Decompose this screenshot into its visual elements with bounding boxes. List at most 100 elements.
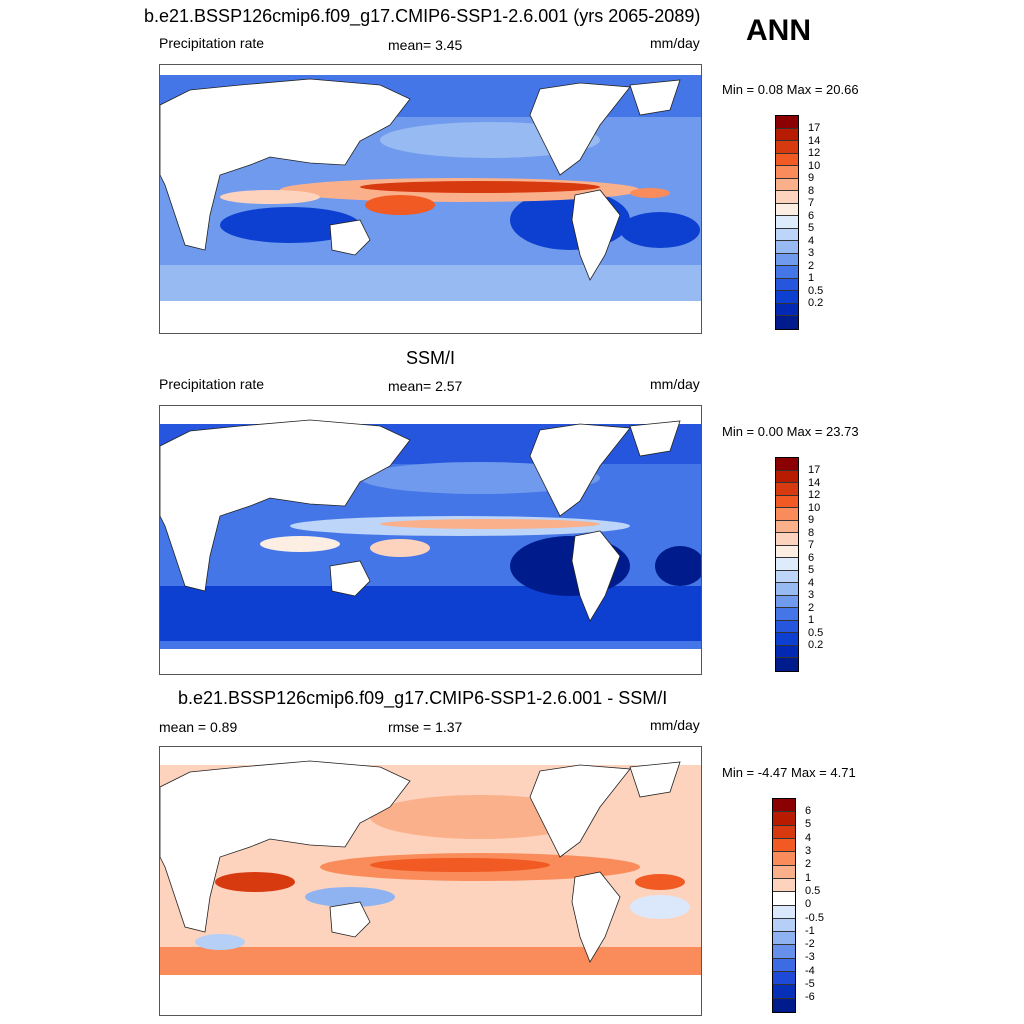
colorbar-tick-label: 3 xyxy=(808,247,815,260)
colorbar-tick-label: -6 xyxy=(805,991,815,1004)
colorbar-tick-label: 10 xyxy=(808,159,821,172)
panel1-variable-label: Precipitation rate xyxy=(159,35,265,51)
colorbar-swatch xyxy=(776,228,798,242)
colorbar-tick-label: -5 xyxy=(805,978,815,991)
colorbar-swatch xyxy=(773,972,795,986)
colorbar-swatch xyxy=(776,608,798,621)
panel3-units-label: mm/day xyxy=(650,717,700,733)
panel2-title: SSM/I xyxy=(406,348,456,368)
panel2-minmax-label: Min = 0.00 Max = 23.73 xyxy=(722,424,859,439)
colorbar-swatch xyxy=(773,892,795,906)
panel1-map-svg xyxy=(160,65,701,333)
colorbar-swatch xyxy=(776,291,798,304)
colorbar-tick-label: 0.5 xyxy=(805,884,821,897)
colorbar-tick-label: 8 xyxy=(808,184,815,197)
colorbar-swatch xyxy=(776,570,798,584)
colorbar-swatch xyxy=(773,932,795,946)
colorbar-swatch xyxy=(776,166,798,179)
colorbar-swatch xyxy=(773,918,795,933)
colorbar-tick-label: 6 xyxy=(808,551,815,564)
colorbar-tick-label: 8 xyxy=(808,526,815,539)
colorbar-swatch xyxy=(773,812,795,826)
colorbar-tick-label: 0.2 xyxy=(808,639,824,652)
colorbar-swatch xyxy=(773,852,795,866)
panel3-title: b.e21.BSSP126cmip6.f09_g17.CMIP6-SSP1-2.… xyxy=(178,688,668,708)
colorbar-swatch xyxy=(776,141,798,154)
colorbar-swatch xyxy=(776,558,798,571)
colorbar-tick-label: 0.2 xyxy=(808,297,824,310)
colorbar-tick-label: 5 xyxy=(808,222,815,235)
panel1-mean-label: mean= 3.45 xyxy=(388,37,463,53)
colorbar-tick-label: 12 xyxy=(808,147,821,160)
panel1-minmax-label: Min = 0.08 Max = 20.66 xyxy=(722,82,859,97)
colorbar-swatch xyxy=(776,470,798,484)
panel3-mean-label: mean = 0.89 xyxy=(159,719,238,735)
colorbar-tick-label: 5 xyxy=(805,818,812,831)
panel1-units-label: mm/day xyxy=(650,35,700,51)
colorbar-swatch xyxy=(776,583,798,596)
panel3-map xyxy=(159,746,702,1016)
colorbar-tick-label: 4 xyxy=(808,234,815,247)
colorbar-tick-label: 1 xyxy=(808,272,815,285)
colorbar-tick-label: -0.5 xyxy=(805,911,824,924)
panel3-rmse-label: rmse = 1.37 xyxy=(388,719,463,735)
colorbar-tick-label: 6 xyxy=(805,805,812,817)
eurasia-africa xyxy=(160,78,411,251)
colorbar-swatch xyxy=(776,545,798,559)
colorbar-tick-label: 9 xyxy=(808,172,815,185)
colorbar-swatch xyxy=(776,458,798,471)
colorbar-swatch xyxy=(776,495,798,509)
panel2-mean-label: mean= 2.57 xyxy=(388,378,463,394)
colorbar-swatch xyxy=(776,241,798,254)
colorbar-swatch xyxy=(776,178,798,192)
colorbar-tick-label: 7 xyxy=(808,539,815,552)
colorbar-swatch xyxy=(773,799,795,813)
colorbar-swatch xyxy=(776,216,798,229)
panel2-colorbar xyxy=(775,457,799,672)
colorbar-swatch xyxy=(773,998,795,1012)
colorbar-swatch xyxy=(776,266,798,279)
colorbar-swatch xyxy=(776,203,798,217)
panel2-map xyxy=(159,405,702,675)
colorbar-swatch xyxy=(773,945,795,959)
colorbar-tick-label: 3 xyxy=(805,844,812,857)
colorbar-swatch xyxy=(773,825,795,839)
colorbar-tick-label: -2 xyxy=(805,938,815,951)
colorbar-swatch xyxy=(776,658,798,671)
australia xyxy=(329,219,371,256)
colorbar-tick-label: 5 xyxy=(808,564,815,577)
panel2-variable-label: Precipitation rate xyxy=(159,376,265,392)
colorbar-swatch xyxy=(776,303,798,317)
colorbar-swatch xyxy=(776,153,798,167)
panel3-colorbar xyxy=(772,798,796,1013)
panel1-colorbar xyxy=(775,115,799,330)
colorbar-tick-label: 9 xyxy=(808,514,815,527)
panel2-map-svg xyxy=(160,406,701,674)
colorbar-tick-label: 17 xyxy=(808,464,821,476)
greenland xyxy=(629,79,681,116)
panel3-map-svg xyxy=(160,747,701,1015)
colorbar-tick-label: 0.5 xyxy=(808,626,824,639)
colorbar-swatch xyxy=(773,838,795,853)
colorbar-swatch xyxy=(776,483,798,496)
colorbar-tick-label: 6 xyxy=(808,209,815,222)
colorbar-swatch xyxy=(776,278,798,292)
colorbar-swatch xyxy=(776,620,798,634)
colorbar-tick-label: -4 xyxy=(805,964,815,977)
colorbar-tick-label: 1 xyxy=(805,871,812,884)
north-america xyxy=(529,82,631,176)
colorbar-tick-label: 17 xyxy=(808,122,821,134)
south-america xyxy=(571,189,621,281)
colorbar-tick-label: -1 xyxy=(805,924,815,937)
season-label: ANN xyxy=(746,14,811,47)
colorbar-tick-label: 14 xyxy=(808,476,821,489)
colorbar-swatch xyxy=(776,316,798,329)
colorbar-tick-label: 1 xyxy=(808,614,815,627)
colorbar-tick-label: 0 xyxy=(805,898,812,911)
colorbar-tick-label: 2 xyxy=(808,259,815,272)
colorbar-swatch xyxy=(776,645,798,659)
colorbar-swatch xyxy=(776,520,798,534)
panel3-minmax-label: Min = -4.47 Max = 4.71 xyxy=(722,765,856,780)
colorbar-swatch xyxy=(776,116,798,129)
colorbar-swatch xyxy=(776,595,798,609)
